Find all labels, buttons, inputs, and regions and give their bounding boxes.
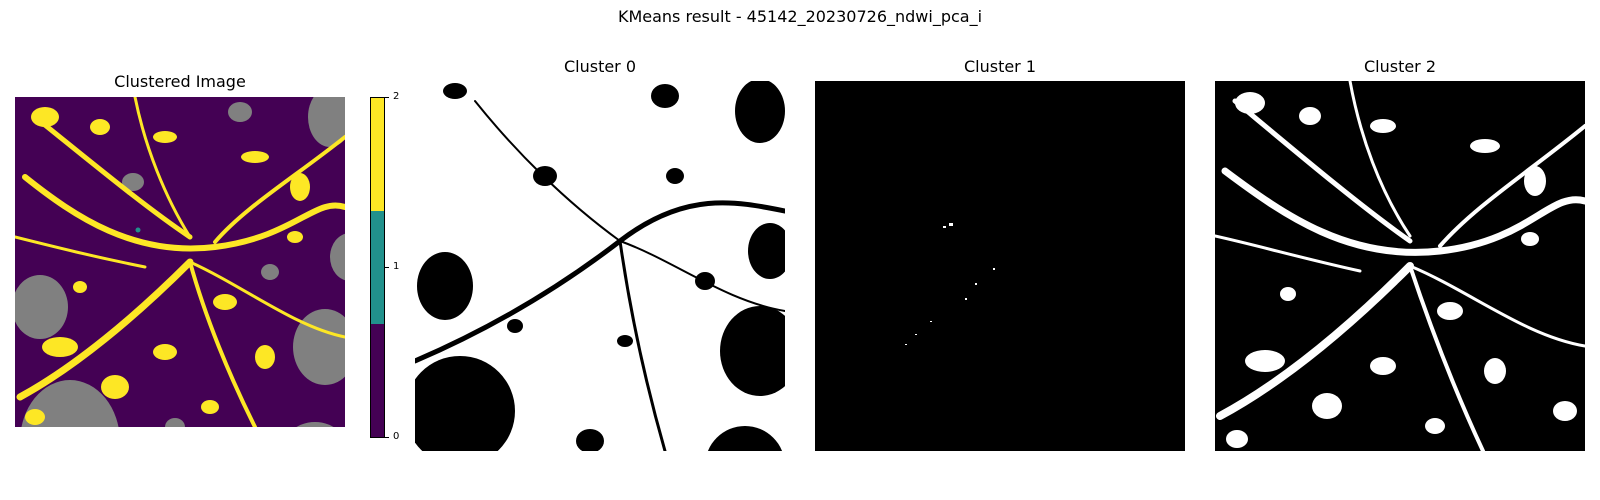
clustered-image [15, 97, 345, 427]
colorbar-segment-0 [371, 324, 384, 437]
cluster-2-patches [25, 107, 310, 425]
colorbar-ticklabel-1: 1 [393, 261, 400, 272]
colorbar-segment-2 [371, 98, 384, 212]
cluster-2-lines [1215, 81, 1585, 451]
cluster-2-patches-mask [1226, 92, 1577, 448]
colorbar-ticklabel-0: 0 [393, 431, 400, 442]
panel-title-cluster-2: Cluster 2 [1363, 57, 1437, 76]
nodata-regions [15, 97, 345, 427]
cluster-0-rivers [415, 100, 785, 451]
cluster-0-holes [415, 81, 785, 451]
colorbar-segment-1 [371, 211, 384, 325]
cluster-2-regions [15, 97, 345, 427]
panel-title-clustered: Clustered Image [114, 72, 246, 91]
cluster-2-mask [1215, 81, 1585, 451]
cluster-0-mask [415, 81, 785, 451]
colorbar-tick-1 [385, 267, 389, 268]
cluster-1-pixels [905, 223, 995, 345]
figure-title: KMeans result - 45142_20230726_ndwi_pca_… [617, 7, 983, 26]
panel-title-cluster-1: Cluster 1 [963, 57, 1037, 76]
cluster-1-mask [815, 81, 1185, 451]
colorbar-ticklabel-2: 2 [393, 91, 400, 102]
colorbar [370, 97, 385, 438]
colorbar-tick-2 [385, 97, 389, 98]
panel-title-cluster-0: Cluster 0 [563, 57, 637, 76]
colorbar-tick-0 [385, 437, 389, 438]
